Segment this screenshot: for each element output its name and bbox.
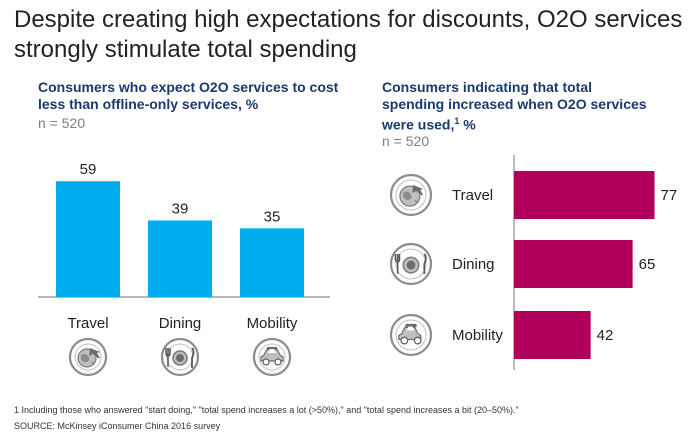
left-bar-mobility <box>240 228 304 297</box>
left-bar-value-dining: 39 <box>172 200 189 217</box>
right-car-icon-2 <box>389 313 433 357</box>
source-note: SOURCE: McKinsey iConsumer China 2016 su… <box>14 421 221 431</box>
headline: Despite creating high expectations for d… <box>14 6 683 63</box>
right-chart-title-text: Consumers indicating that total spending… <box>382 79 647 133</box>
left-bar-dining <box>148 220 212 297</box>
right-bar-mobility <box>514 311 591 359</box>
left-category-label-mobility: Mobility <box>247 315 298 332</box>
right-bar-value-dining: 65 <box>639 256 656 273</box>
right-bar-travel <box>514 171 655 219</box>
left-chart-title: Consumers who expect O2O services to cos… <box>38 79 339 112</box>
right-chart-title-footnote-marker: 1 <box>454 116 460 126</box>
right-plate-cutlery-icon-1 <box>389 242 433 286</box>
right-chart-title-unit: % <box>459 116 476 133</box>
left-bar-travel <box>56 181 120 297</box>
footnote: 1 Including those who answered "start do… <box>14 405 519 415</box>
right-chart-title: Consumers indicating that total spending… <box>382 79 652 134</box>
left-bar-value-travel: 59 <box>80 161 97 178</box>
left-category-label-dining: Dining <box>159 315 202 332</box>
left-globe-plane-icon-0 <box>68 337 108 377</box>
left-plate-cutlery-icon-1 <box>160 337 200 377</box>
right-category-label-dining: Dining <box>452 256 495 273</box>
right-category-label-travel: Travel <box>452 187 493 204</box>
left-chart-sample-size: n = 520 <box>38 115 86 131</box>
left-bar-value-mobility: 35 <box>264 208 281 225</box>
right-bar-value-mobility: 42 <box>597 327 614 344</box>
right-category-label-mobility: Mobility <box>452 327 503 344</box>
left-category-label-travel: Travel <box>67 315 108 332</box>
right-bar-dining <box>514 240 633 288</box>
left-car-icon-2 <box>252 337 292 377</box>
right-globe-plane-icon-0 <box>389 173 433 217</box>
right-bar-value-travel: 77 <box>661 187 678 204</box>
right-chart-sample-size: n = 520 <box>382 133 430 149</box>
